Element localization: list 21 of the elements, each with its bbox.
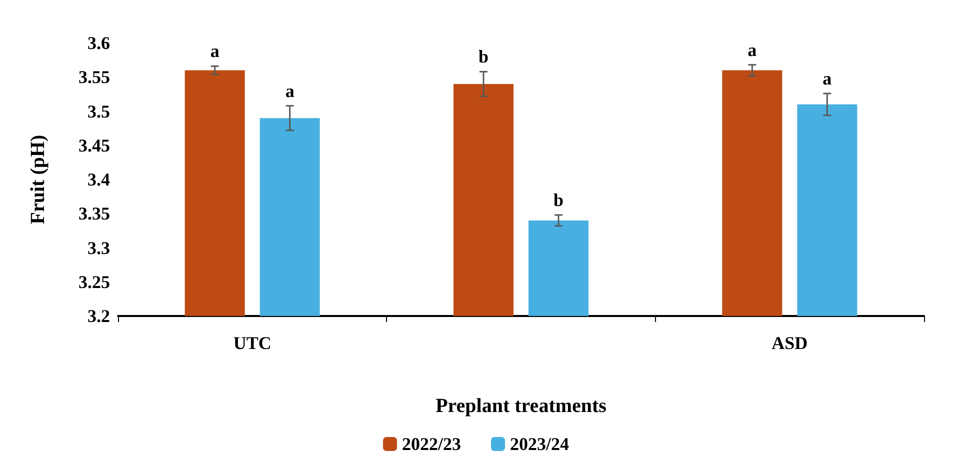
y-tick-label: 3.45 [78, 135, 110, 156]
y-tick-label: 3.6 [88, 33, 110, 53]
y-tick-label: 3.4 [88, 170, 110, 190]
x-axis-title: Preplant treatments [436, 395, 607, 417]
x-tick-label: ASD [772, 333, 808, 353]
data-label: b [478, 46, 489, 67]
y-tick-label: 3.35 [78, 204, 110, 224]
x-tick-label: UTC [233, 333, 272, 353]
data-label: b [553, 190, 564, 210]
data-label: a [285, 80, 294, 101]
data-label: a [822, 68, 832, 89]
y-tick-label: 3.55 [78, 67, 110, 88]
data-label: a [210, 41, 220, 62]
data-label: a [748, 40, 757, 60]
y-tick-label: 3.25 [78, 272, 110, 292]
y-tick-label: 3.5 [88, 101, 110, 122]
legend-label: 2023/24 [510, 434, 570, 454]
y-axis-title: Fruit (pH) [27, 134, 49, 224]
y-tick-label: 3.3 [88, 238, 110, 258]
y-tick-label: 3.2 [88, 306, 110, 326]
legend-label: 2022/23 [402, 434, 462, 454]
